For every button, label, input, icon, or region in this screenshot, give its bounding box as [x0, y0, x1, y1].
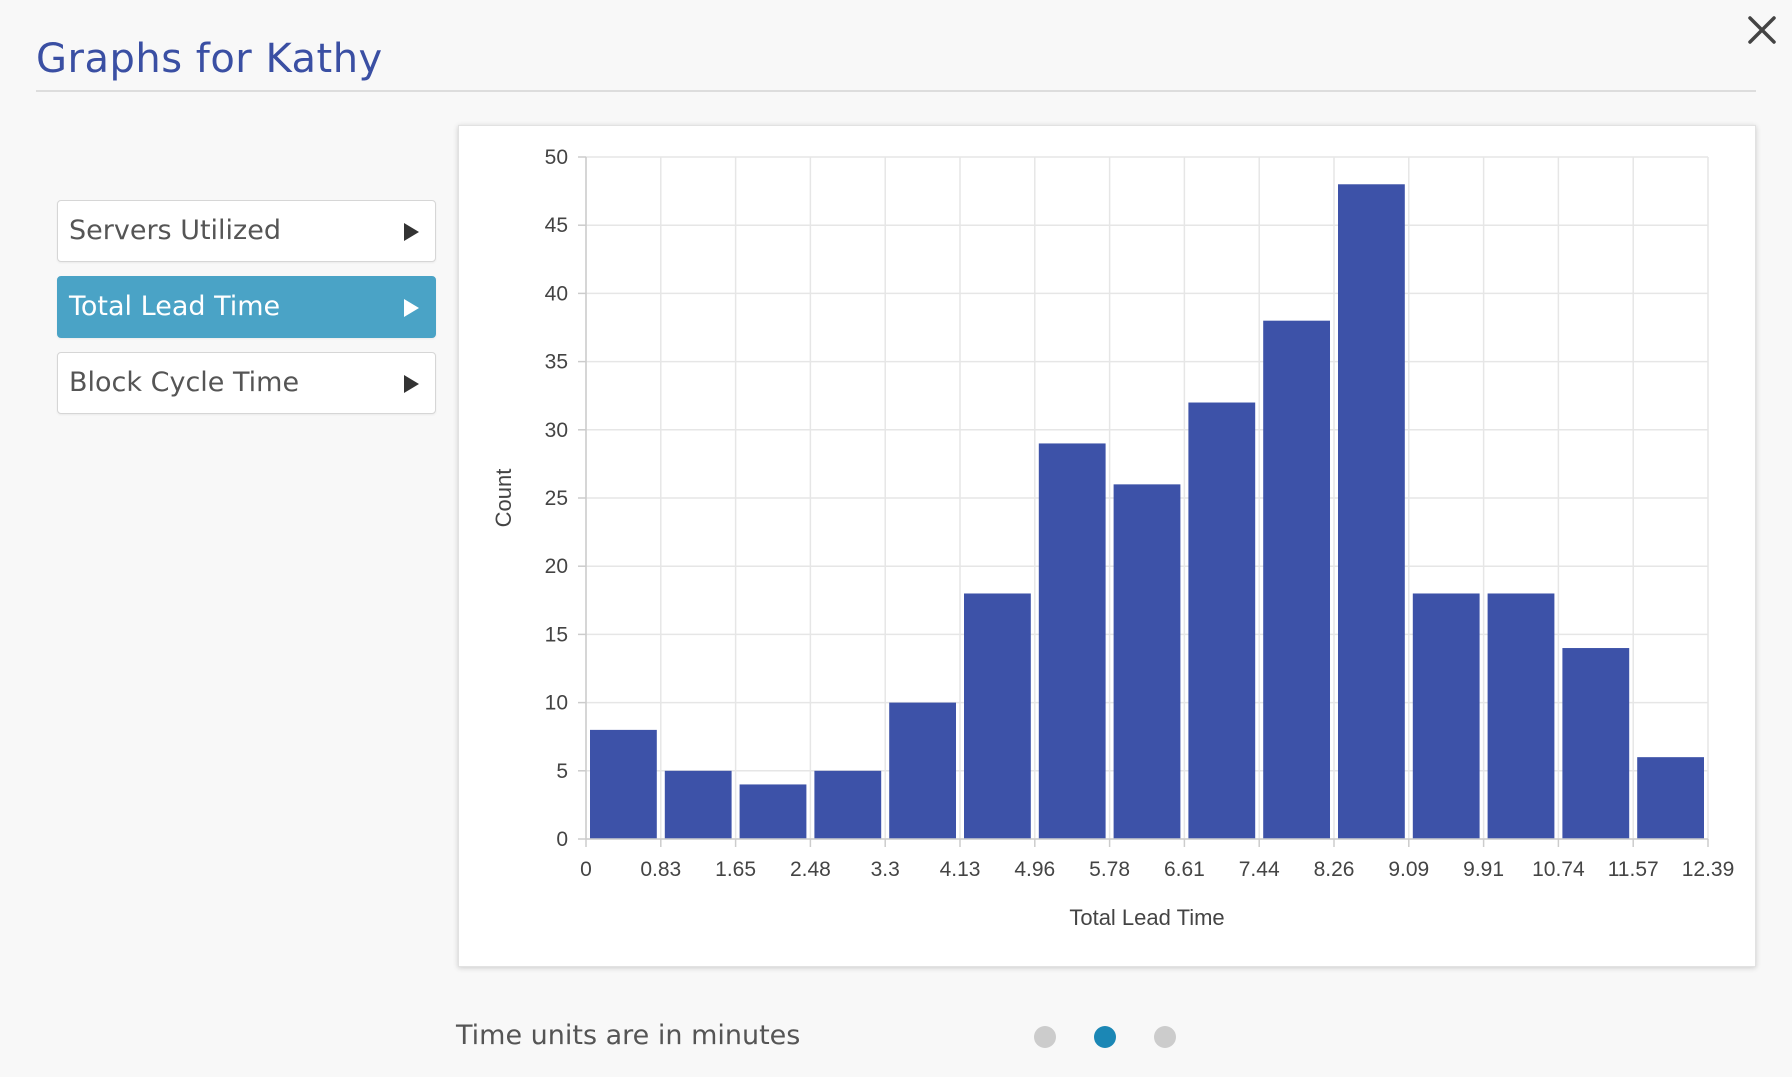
close-button[interactable] [1742, 10, 1782, 50]
histogram-bar [1263, 320, 1330, 839]
histogram-bar [739, 784, 807, 839]
x-tick-label: 10.74 [1532, 858, 1585, 881]
x-tick-label: 8.26 [1314, 858, 1355, 881]
x-tick-label: 2.48 [790, 858, 831, 881]
x-tick-label: 3.3 [871, 858, 900, 881]
histogram-bar [590, 729, 657, 839]
chart-card: 0 5 10 15 20 25 30 35 40 45 50 0 0.83 1.65 2.48 3.3 4.13… [458, 125, 1756, 967]
histogram-chart: 0 5 10 15 20 25 30 35 40 45 50 0 0.83 1.65 2.48 3.3 4.13… [491, 146, 1735, 930]
triangle-right-icon [404, 299, 419, 317]
title-divider [36, 90, 1756, 92]
histogram-bar [1637, 757, 1704, 839]
graph-menu: Servers Utilized Total Lead Time Block C… [57, 200, 436, 428]
x-axis-title: Total Lead Time [1069, 905, 1224, 930]
x-tick-label: 0 [580, 858, 592, 881]
y-tick-label: 15 [545, 623, 568, 646]
pagination-dot-2[interactable] [1094, 1026, 1116, 1048]
y-tick-label: 0 [556, 828, 568, 851]
x-tick-label: 12.39 [1682, 858, 1735, 881]
histogram-bar [1338, 184, 1405, 839]
histogram-bar [814, 770, 882, 839]
close-icon [1748, 16, 1776, 44]
x-tick-label: 1.65 [715, 858, 756, 881]
menu-item-label: Servers Utilized [69, 215, 281, 246]
x-tick-label: 6.61 [1164, 858, 1205, 881]
menu-item-total-lead-time[interactable]: Total Lead Time [57, 276, 436, 338]
triangle-right-icon [404, 223, 419, 241]
y-tick-label: 25 [545, 487, 568, 510]
x-tick-label: 9.09 [1388, 858, 1429, 881]
menu-item-label: Block Cycle Time [69, 367, 300, 398]
y-tick-label: 45 [545, 214, 568, 237]
x-tick-label: 9.91 [1463, 858, 1504, 881]
pagination-dot-3[interactable] [1154, 1026, 1176, 1048]
histogram-bar [964, 593, 1031, 839]
x-tick-label: 4.96 [1014, 858, 1055, 881]
histogram-bar [1562, 648, 1630, 839]
histogram-bar [1113, 484, 1181, 839]
x-tick-label: 5.78 [1089, 858, 1130, 881]
y-tick-label: 5 [556, 760, 568, 783]
x-tick-label: 4.13 [940, 858, 981, 881]
histogram-bar [664, 770, 732, 839]
menu-item-label: Total Lead Time [69, 291, 281, 322]
menu-item-servers-utilized[interactable]: Servers Utilized [57, 200, 436, 262]
histogram-bar [1487, 593, 1555, 839]
histogram-bar [1188, 402, 1256, 839]
y-tick-label: 10 [545, 692, 568, 715]
histogram-bar [1038, 443, 1106, 839]
x-tick-label: 0.83 [640, 858, 681, 881]
pagination-dot-1[interactable] [1034, 1026, 1056, 1048]
time-units-note: Time units are in minutes [456, 1020, 801, 1051]
y-tick-label: 40 [545, 282, 568, 305]
y-axis-title: Count [491, 469, 516, 528]
triangle-right-icon [404, 375, 419, 393]
histogram-bar [1412, 593, 1480, 839]
y-tick-label: 50 [545, 146, 568, 169]
y-tick-label: 20 [545, 555, 568, 578]
menu-item-block-cycle-time[interactable]: Block Cycle Time [57, 352, 436, 414]
y-tick-label: 35 [545, 351, 568, 374]
histogram-bar [889, 702, 956, 839]
x-tick-label: 7.44 [1239, 858, 1280, 881]
x-tick-label: 11.57 [1608, 858, 1659, 881]
page-title: Graphs for Kathy [36, 36, 383, 82]
y-tick-label: 30 [545, 419, 568, 442]
